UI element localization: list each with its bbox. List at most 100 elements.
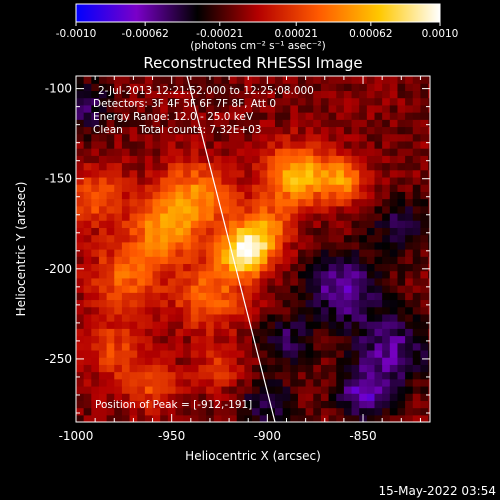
heatmap-cell <box>297 364 307 373</box>
heatmap-cell <box>160 76 169 84</box>
heatmap-cell <box>229 133 238 142</box>
heatmap-cell <box>267 285 276 293</box>
heatmap-cell <box>366 112 376 120</box>
heatmap-cell <box>282 256 291 265</box>
heatmap-cell <box>297 198 307 207</box>
heatmap-cell <box>114 349 123 358</box>
heatmap-cell <box>160 191 169 200</box>
heatmap-cell <box>129 292 138 301</box>
heatmap-cell <box>343 357 353 365</box>
heatmap-cell <box>275 234 284 243</box>
heatmap-cell <box>144 249 154 257</box>
heatmap-cell <box>343 371 353 380</box>
heatmap-cell <box>129 97 138 106</box>
heatmap-cell <box>366 133 376 142</box>
heatmap-cell <box>366 306 376 315</box>
heatmap-cell <box>121 342 131 351</box>
heatmap-cell <box>129 241 138 250</box>
heatmap-cell <box>129 205 138 214</box>
heatmap-cell <box>91 270 100 279</box>
heatmap-cell <box>275 321 284 329</box>
heatmap-cell <box>297 407 307 416</box>
heatmap-cell <box>76 277 85 286</box>
heatmap-cell <box>275 249 284 257</box>
heatmap-cell <box>106 263 115 272</box>
heatmap-cell <box>405 285 414 293</box>
heatmap-cell <box>129 400 138 409</box>
heatmap-cell <box>160 263 169 272</box>
heatmap-cell <box>106 234 115 243</box>
heatmap-cell <box>343 349 353 358</box>
heatmap-cell <box>282 385 291 394</box>
heatmap-cell <box>428 270 430 279</box>
heatmap-cell <box>389 133 399 142</box>
heatmap-cell <box>374 357 383 365</box>
heatmap-cell <box>412 393 422 401</box>
heatmap-cell <box>328 263 337 272</box>
heatmap-cell <box>382 385 391 394</box>
heatmap-cell <box>213 414 223 422</box>
heatmap-cell <box>297 212 307 221</box>
heatmap-cell <box>76 119 85 128</box>
heatmap-cell <box>129 212 138 221</box>
heatmap-cell <box>198 90 207 99</box>
heatmap-cell <box>76 241 85 250</box>
heatmap-cell <box>343 263 353 272</box>
heatmap-cell <box>275 306 284 315</box>
heatmap-cell <box>175 234 184 243</box>
heatmap-cell <box>160 234 169 243</box>
heatmap-cell <box>144 385 154 394</box>
heatmap-cell <box>206 321 215 329</box>
heatmap-cell <box>206 241 215 250</box>
heatmap-cell <box>259 76 268 84</box>
heatmap-cell <box>267 205 276 214</box>
heatmap-cell <box>114 162 123 171</box>
heatmap-cell <box>405 263 414 272</box>
heatmap-cell <box>389 169 399 178</box>
heatmap-cell <box>129 112 138 120</box>
heatmap-cell <box>328 169 337 178</box>
heatmap-cell <box>175 76 184 84</box>
heatmap-cell <box>405 112 414 120</box>
heatmap-cell <box>121 191 131 200</box>
heatmap-cell <box>297 299 307 308</box>
heatmap-cell <box>382 162 391 171</box>
heatmap-cell <box>405 176 414 185</box>
heatmap-cell <box>114 76 123 84</box>
heatmap-cell <box>167 148 177 156</box>
heatmap-cell <box>76 133 85 142</box>
heatmap-cell <box>374 234 383 243</box>
heatmap-cell <box>152 364 161 373</box>
heatmap-cell <box>328 191 337 200</box>
heatmap-cell <box>244 241 253 250</box>
heatmap-cell <box>328 328 337 337</box>
heatmap-cell <box>320 349 330 358</box>
heatmap-cell <box>389 292 399 301</box>
heatmap-cell <box>129 349 138 358</box>
heatmap-cell <box>144 378 154 387</box>
heatmap-cell <box>252 227 261 236</box>
heatmap-cell <box>160 407 169 416</box>
heatmap-cell <box>121 407 131 416</box>
heatmap-cell <box>282 205 291 214</box>
heatmap-cell <box>412 104 422 113</box>
heatmap-cell <box>313 256 322 265</box>
heatmap-cell <box>244 212 253 221</box>
heatmap-cell <box>114 378 123 387</box>
heatmap-cell <box>83 393 92 401</box>
heatmap-cell <box>320 191 330 200</box>
heatmap-cell <box>252 335 261 344</box>
heatmap-cell <box>76 249 85 257</box>
heatmap-cell <box>252 169 261 178</box>
heatmap-cell <box>91 169 100 178</box>
heatmap-cell <box>275 263 284 272</box>
heatmap-cell <box>412 263 422 272</box>
heatmap-cell <box>252 198 261 207</box>
heatmap-cell <box>343 191 353 200</box>
heatmap-cell <box>121 263 131 272</box>
heatmap-cell <box>236 76 245 84</box>
heatmap-cell <box>290 184 299 192</box>
heatmap-cell <box>160 292 169 301</box>
heatmap-cell <box>351 126 360 135</box>
heatmap-cell <box>305 393 314 401</box>
